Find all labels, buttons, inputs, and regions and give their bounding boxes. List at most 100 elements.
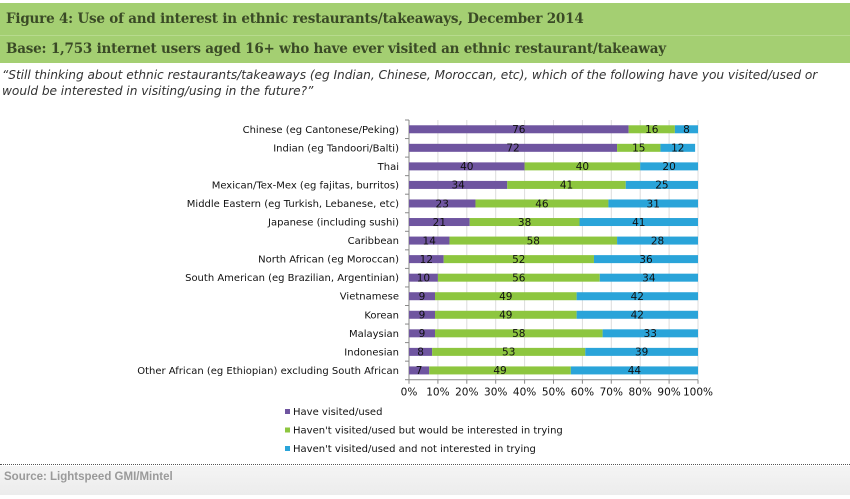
category-labels: Chinese (eg Cantonese/Peking) Indian (eg …: [137, 125, 399, 377]
bar-segment: [617, 143, 661, 152]
x-tick-label: 10%: [426, 387, 449, 399]
data-label: 56: [512, 272, 526, 284]
data-label: 52: [512, 254, 525, 266]
category-label: Other African (eg Ethiopian) excluding S…: [137, 366, 399, 377]
category-label: Malaysian: [349, 329, 399, 340]
bar-segment: [409, 310, 436, 319]
bar-segment: [599, 273, 698, 282]
bar-segment: [435, 292, 577, 301]
data-label: 36: [639, 254, 653, 266]
category-label: Vietnamese: [340, 292, 399, 303]
data-label: 8: [417, 347, 424, 359]
data-label: 40: [576, 161, 589, 173]
legend-label: Have visited/used: [293, 407, 382, 418]
bar-segment: [469, 218, 580, 227]
data-label: 9: [419, 328, 426, 340]
bar-segment: [593, 255, 698, 264]
bar-segment: [409, 347, 433, 356]
data-label: 49: [493, 365, 506, 377]
data-label: 12: [671, 143, 684, 155]
category-label: Chinese (eg Cantonese/Peking): [243, 125, 400, 136]
legend: Have visited/used Haven't visited/used bu…: [285, 407, 563, 455]
data-label: 49: [499, 291, 512, 303]
bar-segment: [475, 199, 609, 208]
bar-segment: [608, 199, 698, 208]
data-label: 58: [527, 235, 540, 247]
bar-segment: [674, 125, 698, 134]
bar-segment: [409, 143, 618, 152]
data-label: 10: [417, 272, 430, 284]
bar-segment: [576, 292, 698, 301]
data-label: 38: [518, 217, 531, 229]
bar-segment: [576, 310, 698, 319]
bar-segment: [617, 236, 698, 245]
data-label: 9: [419, 310, 426, 322]
x-tick-label: 0%: [401, 387, 418, 399]
footer: Source: Lightspeed GMI/Mintel: [0, 466, 850, 495]
category-label: Caribbean: [348, 236, 399, 247]
survey-question: “Still thinking about ethnic restaurants…: [2, 68, 818, 98]
bar-segment: [409, 329, 436, 338]
legend-swatch: [285, 446, 290, 451]
data-label: 9: [419, 291, 426, 303]
data-label: 28: [651, 235, 664, 247]
legend-label: Haven't visited/used and not interested …: [293, 444, 536, 455]
bar-segment: [435, 329, 603, 338]
footer-divider: [0, 464, 850, 465]
data-label: 12: [420, 254, 433, 266]
data-label: 34: [451, 180, 465, 192]
legend-swatch: [285, 427, 290, 433]
data-label: 76: [512, 124, 526, 136]
bar-segment: [409, 162, 525, 171]
data-label: 7: [416, 365, 423, 377]
x-tick-label: 30%: [484, 387, 507, 399]
bars: 76 16 8 72 15 12 40 40 20 34 41 25 23 46 31 21 38 41 14 58 2…: [409, 124, 698, 377]
data-label: 40: [460, 161, 473, 173]
bar-segment: [660, 143, 696, 152]
bar-segment: [409, 218, 470, 227]
data-label: 15: [632, 143, 645, 155]
bar-segment: [409, 273, 438, 282]
bar-segment: [409, 292, 436, 301]
data-label: 44: [628, 365, 642, 377]
data-label: 58: [512, 328, 525, 340]
x-tick-label: 40%: [513, 387, 536, 399]
bar-segment: [625, 180, 698, 189]
bar-segment: [409, 366, 430, 375]
bar-segment: [409, 255, 444, 264]
data-label: 16: [645, 124, 659, 136]
x-tick-label: 50%: [542, 387, 565, 399]
data-label: 42: [631, 310, 644, 322]
data-label: 8: [683, 124, 690, 136]
data-label: 21: [433, 217, 446, 229]
data-label: 23: [436, 198, 449, 210]
x-tick-label: 60%: [571, 387, 594, 399]
data-label: 25: [655, 180, 668, 192]
data-label: 72: [506, 143, 519, 155]
axes: [405, 119, 699, 384]
category-label: Indonesian: [344, 347, 399, 358]
category-label: Indian (eg Tandoori/Balti): [273, 143, 399, 154]
data-label: 41: [632, 217, 645, 229]
data-label: 49: [499, 310, 512, 322]
header-divider: [0, 35, 850, 36]
bar-segment: [409, 180, 508, 189]
bar-segment: [437, 273, 600, 282]
bar-segment: [443, 255, 594, 264]
bar-segment: [449, 236, 618, 245]
category-label: North African (eg Moroccan): [258, 255, 399, 266]
category-label: Thai: [377, 162, 399, 173]
bar-segment: [628, 125, 675, 134]
bar-segment: [409, 125, 629, 134]
x-tick-label: 90%: [657, 387, 680, 399]
data-label: 42: [631, 291, 644, 303]
data-label: 20: [662, 161, 675, 173]
data-label: 46: [535, 198, 549, 210]
figure-base: Base: 1,753 internet users aged 16+ who …: [6, 41, 666, 57]
category-label: South American (eg Brazilian, Argentinia…: [185, 273, 399, 284]
data-label: 31: [647, 198, 660, 210]
x-tick-label: 100%: [683, 387, 713, 399]
bar-segment: [585, 347, 698, 356]
x-tick-label: 70%: [600, 387, 623, 399]
